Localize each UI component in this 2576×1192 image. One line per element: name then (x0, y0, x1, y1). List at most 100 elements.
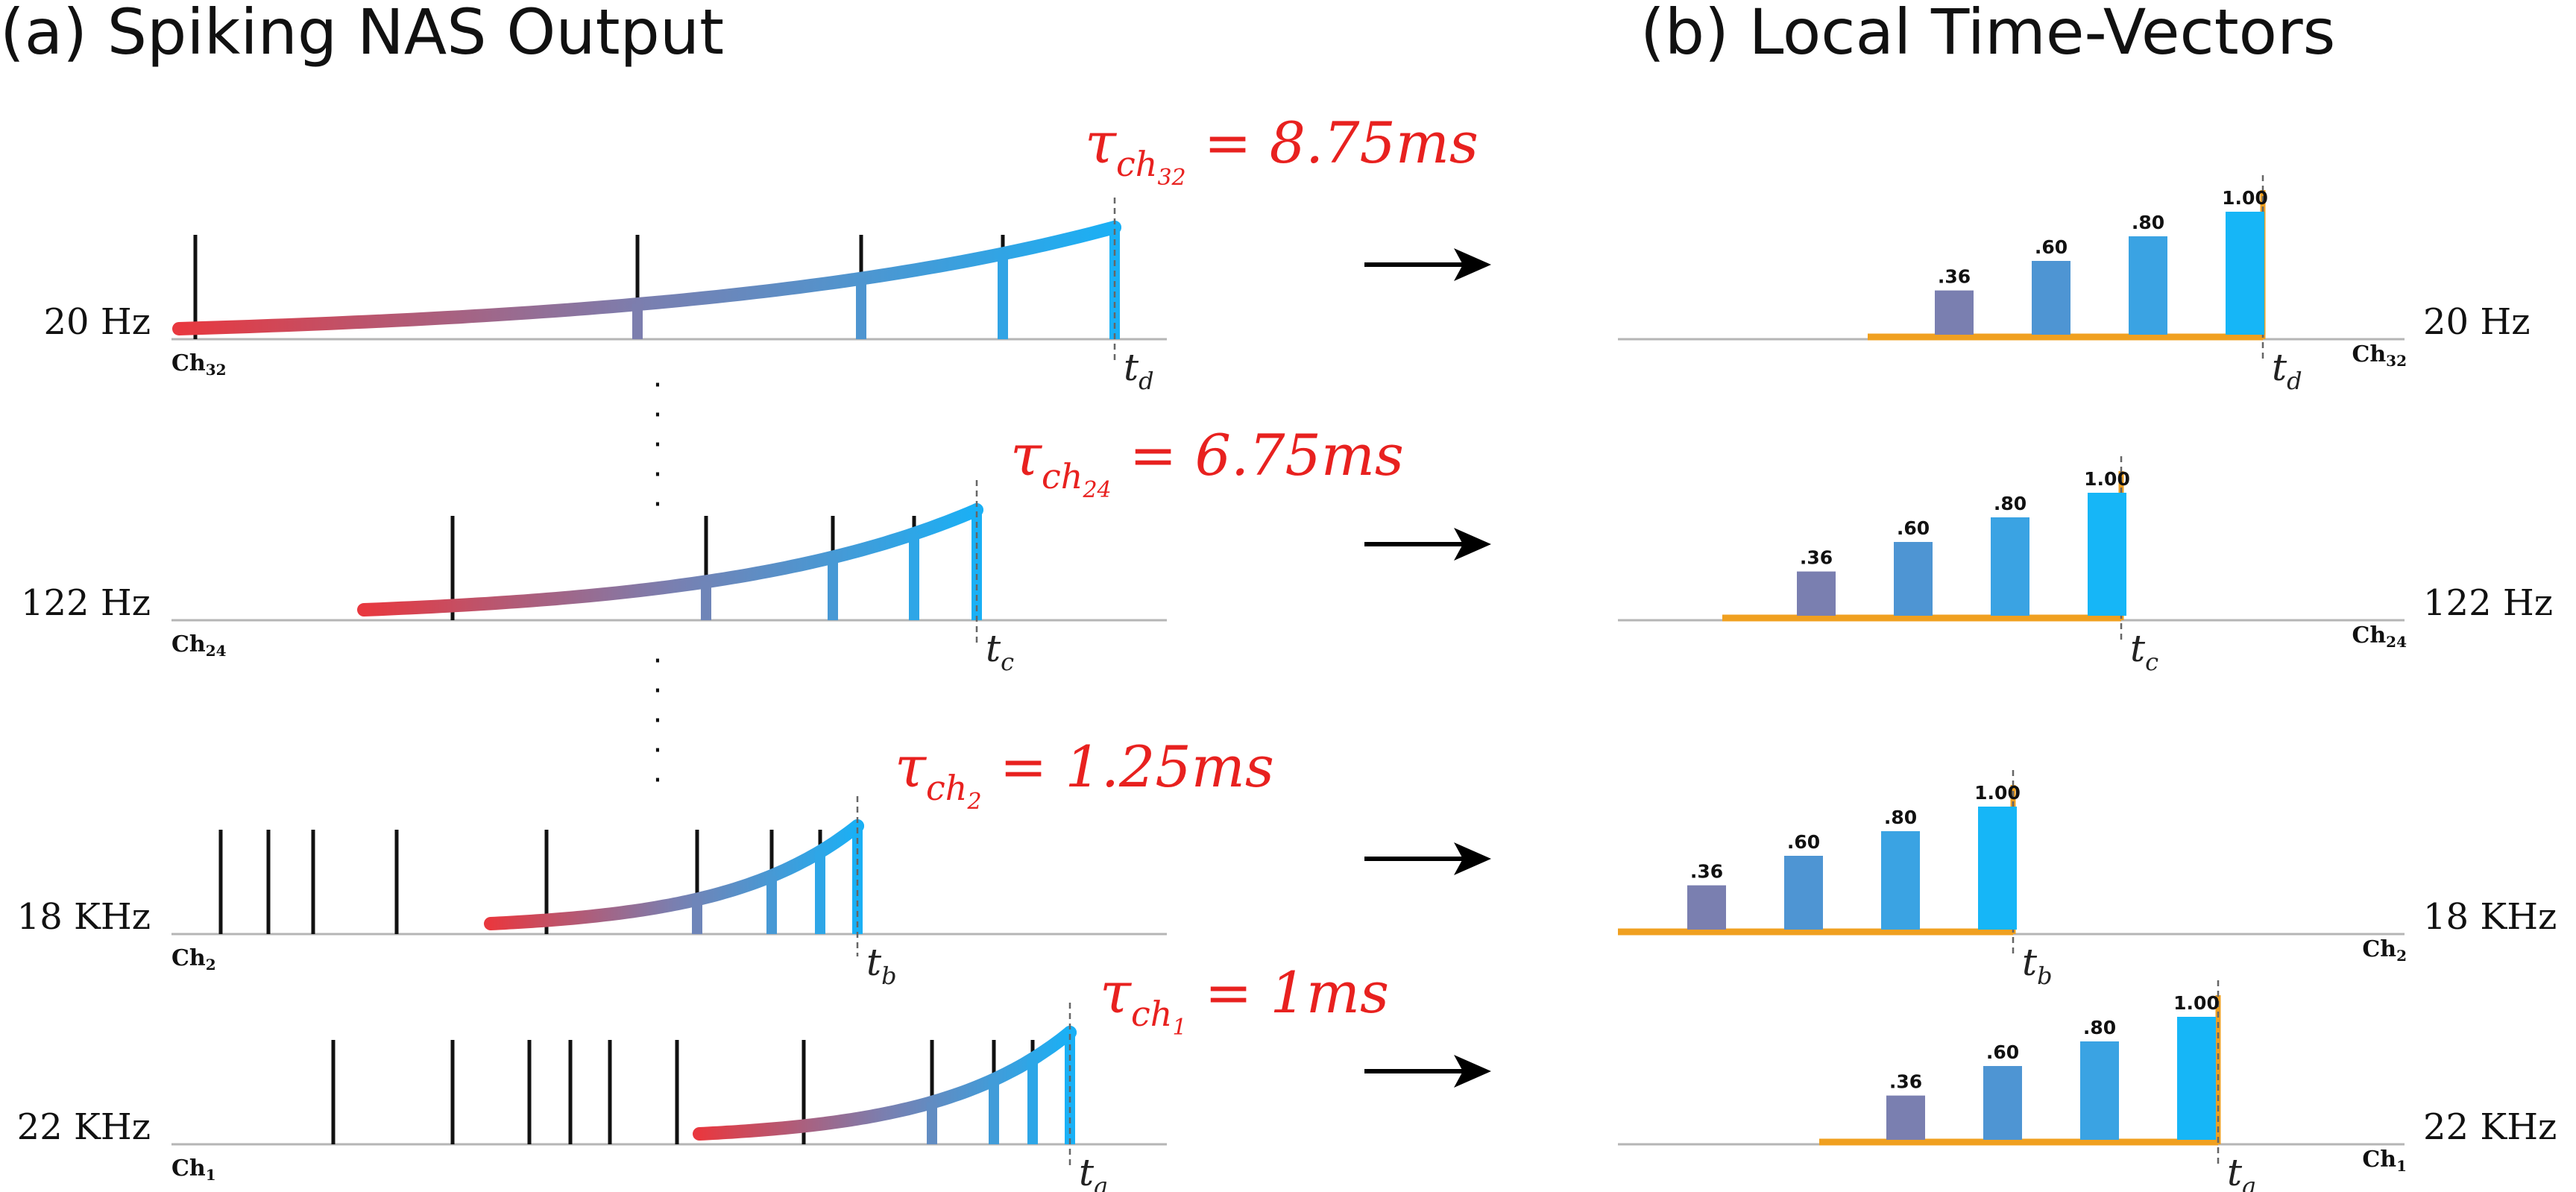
channel-label-main: Ch (171, 1155, 206, 1182)
vector-frequency-label: 18 KHz (2423, 896, 2557, 938)
time-label-sub: a (1094, 1172, 1108, 1192)
channel-label-main: Ch (171, 945, 206, 971)
ellipsis-dot: · (653, 428, 663, 462)
time-vector-bar-value: .80 (1994, 493, 2027, 514)
tau-sub: ch (1131, 994, 1172, 1034)
time-label-main: t (986, 627, 1001, 670)
frequency-label: 18 KHz (17, 896, 151, 938)
tau-label: τch2 = 1.25ms (895, 734, 1274, 815)
channel-label: Ch1 (171, 1155, 216, 1184)
vector-time-label-main: t (2227, 1151, 2243, 1192)
frequency-label: 20 Hz (44, 301, 151, 343)
tau-symbol: τ (1100, 959, 1133, 1026)
time-vector-bar-value: .60 (2035, 236, 2068, 258)
time-vector-bar-3 (2080, 1041, 2119, 1140)
ellipsis-dot: · (653, 734, 663, 768)
channel-label: Ch24 (171, 631, 227, 660)
tau-subsub: 2 (966, 789, 981, 815)
vector-channel-label: Ch24 (2352, 622, 2407, 651)
time-vector-bar-value: .60 (1787, 831, 1820, 853)
vector-channel-label-sub: 24 (2386, 633, 2407, 651)
tau-label: τch32 = 8.75ms (1085, 110, 1478, 191)
vector-channel-label: Ch1 (2362, 1147, 2407, 1175)
ellipsis-dot: · (653, 704, 663, 738)
vector-time-label-sub: a (2242, 1172, 2256, 1192)
vector-time-label-sub: d (2287, 367, 2302, 395)
time-vector-bar-value: 1.00 (2173, 992, 2220, 1014)
tau-value: = 1.25ms (982, 734, 1274, 800)
vector-channel-label-main: Ch (2352, 341, 2386, 368)
tau-value: = 1ms (1187, 959, 1389, 1026)
time-vector-bar-2 (1983, 1066, 2022, 1140)
time-vector-bar-4 (1978, 807, 2017, 930)
tau-label: τch1 = 1ms (1100, 959, 1389, 1041)
time-label: td (1124, 346, 1154, 395)
tau-value: = 8.75ms (1186, 110, 1478, 176)
time-vector-bar-value: .36 (1889, 1071, 1922, 1093)
time-vector-bar-2 (2032, 261, 2070, 335)
vector-channel-label: Ch2 (2362, 936, 2407, 965)
tau-symbol: τ (1085, 110, 1118, 176)
tau-symbol: τ (1010, 422, 1043, 488)
arrow-icon (1454, 842, 1491, 875)
time-vector-bar-2 (1894, 542, 1933, 616)
peak-dot (970, 503, 983, 517)
time-vector-bar-value: .36 (1690, 861, 1723, 883)
vector-frequency-label: 122 Hz (2423, 582, 2553, 624)
time-label-main: t (1124, 346, 1139, 389)
ellipsis-dot: · (653, 398, 663, 432)
decay-curve (172, 221, 1121, 335)
vector-channel-label-main: Ch (2362, 1147, 2396, 1173)
channel-label-main: Ch (171, 631, 206, 658)
time-label: tc (986, 627, 1014, 676)
time-vector-bar-3 (1881, 831, 1920, 930)
tau-subsub: 32 (1157, 165, 1185, 191)
vector-time-label-sub: c (2145, 648, 2158, 676)
time-vector-bar-3 (2129, 236, 2167, 335)
ellipsis-dot: · (653, 674, 663, 708)
ellipsis-dot: · (653, 763, 663, 798)
vector-channel-label-sub: 1 (2396, 1157, 2407, 1175)
peak-dot (1063, 1026, 1077, 1039)
vector-channel-label-sub: 32 (2386, 352, 2407, 370)
time-vector-bar-value: 1.00 (2084, 468, 2130, 490)
decay-curve (484, 819, 864, 930)
tau-sub: ch (1042, 456, 1083, 496)
arrow-icon (1454, 248, 1491, 281)
vector-frequency-label: 22 KHz (2423, 1106, 2557, 1148)
time-vector-bar-4 (2226, 212, 2264, 335)
tau-sub: ch (926, 768, 967, 808)
vector-channel-label: Ch32 (2352, 341, 2407, 370)
vector-frequency-label: 20 Hz (2423, 301, 2530, 343)
channel-label-sub: 2 (206, 956, 216, 974)
time-vector-bar-3 (1991, 517, 2029, 616)
tau-symbol: τ (895, 734, 928, 800)
tau-sub: ch (1116, 144, 1157, 184)
tau-label: τch24 = 6.75ms (1010, 422, 1404, 503)
time-label-sub: d (1139, 367, 1153, 395)
vector-time-label: tb (2022, 941, 2053, 990)
time-label-sub: b (881, 962, 896, 990)
time-vector-bar-1 (1886, 1095, 1925, 1140)
vector-channel-label-main: Ch (2362, 936, 2396, 962)
time-vector-bar-value: .36 (1800, 547, 1833, 569)
peak-dot (1108, 221, 1121, 234)
channel-label-sub: 32 (206, 361, 227, 379)
time-vector-bar-1 (1687, 885, 1726, 930)
decay-curve (693, 1026, 1077, 1141)
panel-b-title: (b) Local Time-Vectors (1640, 0, 2335, 69)
time-vector-bar-value: .36 (1938, 266, 1971, 288)
panel-a-title: (a) Spiking NAS Output (0, 0, 724, 69)
vector-time-label-main: t (2130, 627, 2146, 670)
tau-value: = 6.75ms (1112, 422, 1404, 488)
vector-time-label-main: t (2022, 941, 2038, 984)
frequency-label: 122 Hz (21, 582, 151, 624)
ellipsis-dot: · (653, 458, 663, 492)
time-label-main: t (866, 941, 882, 984)
time-label: ta (1079, 1151, 1108, 1192)
